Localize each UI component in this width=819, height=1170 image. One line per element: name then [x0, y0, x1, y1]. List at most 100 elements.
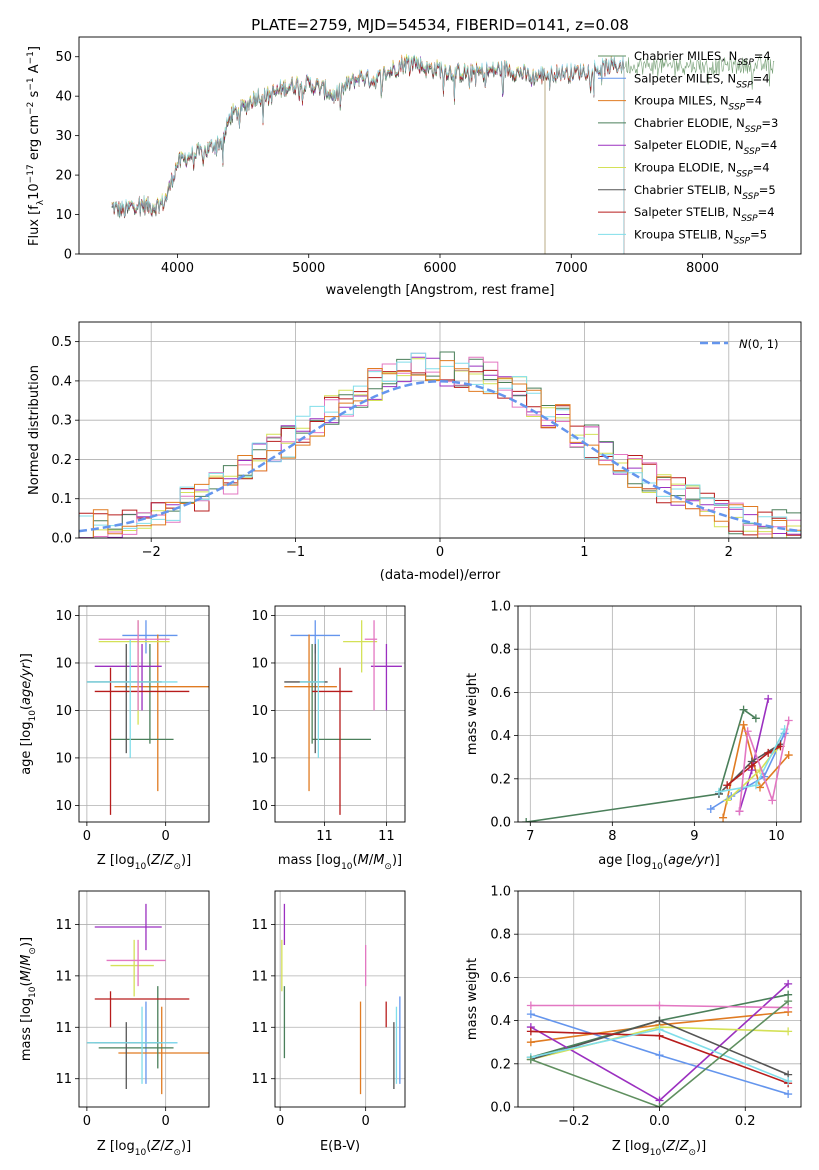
label: Z [log10(Z/Z⊙)]: [612, 1139, 706, 1158]
plot-area: [86, 903, 209, 1095]
label-part: Chabrier MILES, N: [634, 49, 737, 63]
x-tick-label: 6000: [423, 261, 456, 276]
label-part: /: [369, 853, 374, 868]
y-tick-label: 11: [55, 969, 72, 984]
x-tick-label: 0: [162, 829, 170, 844]
panel-mass_vs_ebv: 0 0 11 11 11 11 E(B-V): [251, 890, 406, 1154]
y-tick-label: 10: [251, 609, 268, 624]
errorbar-point: [122, 620, 178, 654]
x-tick-label: 8000: [686, 261, 719, 276]
mass-weight-marker: [723, 796, 732, 805]
y-tick-label: 11: [55, 918, 72, 933]
label-part: SSP: [729, 103, 746, 113]
label-part: =3: [761, 116, 778, 130]
label-part: age [log: [19, 722, 34, 775]
mass-weight-marker: [714, 787, 723, 796]
frame: 7 8 9 10 0.0 0.2 0.4 0.6 0.8 1.0: [490, 600, 802, 844]
y-tick-label: 11: [251, 1072, 268, 1087]
y-tick-label: 0.0: [51, 532, 72, 547]
label-part: =4: [754, 49, 771, 63]
label-part: Flux [f: [27, 205, 42, 246]
label: mass weight: [465, 958, 480, 1040]
y-tick-label: 10: [55, 656, 72, 671]
mass-weight-line: [722, 724, 790, 818]
x-tick-label: −1: [286, 545, 305, 560]
label: Z [log10(Z/Z⊙)]: [97, 853, 191, 872]
label-part: ⊙: [173, 862, 181, 872]
label-part: )]: [710, 853, 720, 868]
axes-frame: [78, 890, 210, 1108]
mass-weight-marker: [784, 979, 793, 988]
x-tick-label: 11: [378, 829, 395, 844]
label-part: ]: [27, 46, 42, 51]
label-part: erg cm: [27, 115, 42, 164]
label-part: )]: [19, 937, 34, 947]
y-tick-label: 11: [55, 1072, 72, 1087]
label-part: mass weight: [465, 958, 480, 1040]
label-part: 10: [341, 862, 353, 872]
label-part: wavelength [Angstrom, rest frame]: [326, 283, 555, 298]
legend: N(0, 1): [700, 337, 779, 351]
label-part: /: [19, 965, 34, 970]
x-tick-label: 0: [162, 1114, 170, 1129]
y-tick-label: 0.2: [51, 453, 72, 468]
label-part: =5: [759, 183, 776, 197]
label: mass [log10(M/M⊙)]: [19, 937, 38, 1061]
frame: −2 −1 0 1 2 0.0 0.1 0.2 0.3 0.4 0.5: [51, 321, 802, 560]
y-tick-label: 30: [55, 129, 72, 144]
axes-frame: [78, 605, 210, 823]
label-part: Z: [150, 853, 161, 868]
x-tick-label: −2: [142, 545, 161, 560]
mass-weight-marker: [784, 1090, 793, 1099]
label-part: M: [373, 853, 384, 868]
x-tick-label: 0: [83, 829, 91, 844]
errorbar-point: [284, 634, 337, 792]
label-part: )]: [181, 853, 191, 868]
errorbar-point: [98, 986, 174, 1069]
legend-entry: Chabrier MILES, NSSP=4: [634, 49, 771, 68]
plot-area: [522, 694, 793, 822]
label-part: (: [353, 853, 358, 868]
mass-weight-marker: [743, 727, 752, 736]
axes-frame: [274, 890, 406, 1108]
mass-weight-marker: [764, 694, 773, 703]
label-part: SSP: [734, 236, 751, 246]
mass-weight-marker: [655, 1103, 664, 1107]
label-part: 10: [651, 862, 663, 872]
errorbar-point: [311, 643, 371, 744]
mass-weight-marker: [784, 1027, 793, 1036]
mass-weight-marker: [522, 818, 531, 822]
y-tick-label: 10: [251, 656, 268, 671]
errorbar-point: [94, 667, 190, 815]
y-tick-label: 0.8: [490, 928, 511, 943]
axes-frame: [517, 605, 802, 823]
label-part: s: [27, 90, 42, 101]
label: age [log10(age/yr)]: [19, 653, 38, 775]
y-tick-label: 10: [55, 609, 72, 624]
x-tick-label: 7000: [555, 261, 588, 276]
normal-curve: [79, 380, 801, 533]
label-part: Chabrier STELIB, N: [634, 183, 742, 197]
mass-weight-marker: [723, 781, 732, 790]
x-tick-label: 0.2: [735, 1114, 756, 1129]
errorbar-point: [106, 939, 166, 987]
errorbar-point: [118, 1006, 209, 1095]
legend-entry: Kroupa MILES, NSSP=4: [634, 94, 762, 113]
x-tick-label: 8: [608, 829, 616, 844]
frame: 11 11 10 10 10 10 10: [251, 605, 406, 844]
plot-area: [79, 351, 801, 538]
y-tick-label: 10: [55, 208, 72, 223]
legend-entry: Salpeter STELIB, NSSP=4: [634, 205, 775, 224]
mass-weight-marker: [655, 1016, 664, 1025]
y-tick-label: 0.0: [490, 1101, 511, 1116]
label: Flux [fλ10−17 erg cm−2 s−1 A−1]: [26, 46, 46, 246]
mass-weight-marker: [526, 1038, 535, 1047]
label-part: Kroupa ELODIE, N: [634, 161, 736, 175]
label: mass [log10(M/M⊙)]: [278, 853, 402, 872]
errorbar-point: [343, 620, 378, 673]
mass-weight-line: [738, 720, 790, 812]
x-tick-label: 2: [725, 545, 733, 560]
mass-weight-marker: [526, 1010, 535, 1019]
label-part: (: [19, 981, 34, 986]
